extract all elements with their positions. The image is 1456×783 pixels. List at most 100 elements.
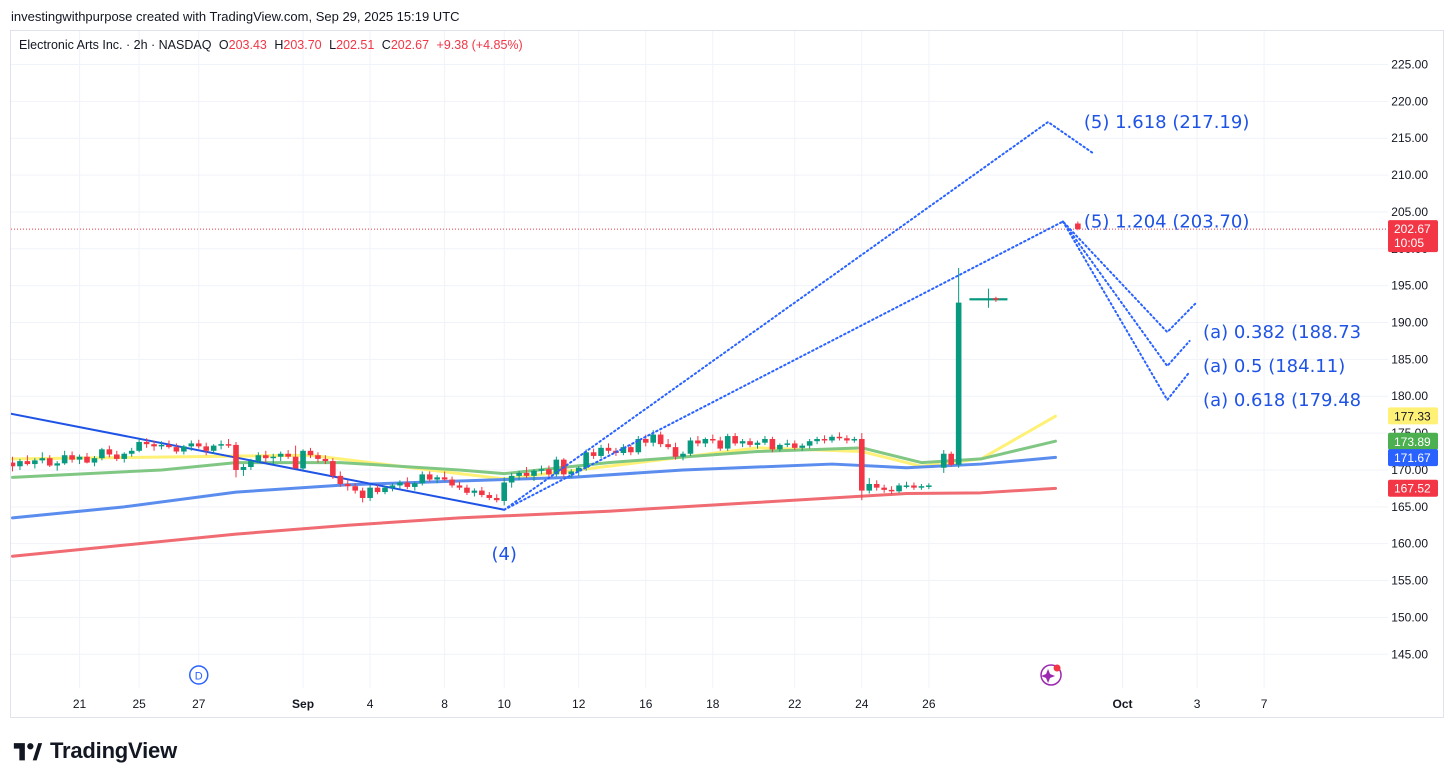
candle-body — [419, 474, 426, 484]
candle-body — [46, 458, 53, 466]
candle-body — [17, 461, 23, 467]
price-scale-badge — [1388, 479, 1438, 497]
symbol-name[interactable]: Electronic Arts Inc. · 2h · NASDAQ — [19, 38, 212, 52]
candle-body — [657, 434, 664, 445]
candle-body — [642, 438, 649, 443]
wave-projection-path — [503, 120, 1094, 511]
x-tick-label: 10 — [498, 697, 512, 711]
low-value: 202.51 — [336, 38, 375, 52]
candle-body — [501, 482, 507, 501]
candle-body — [69, 455, 75, 460]
candle-body — [464, 487, 470, 493]
y-tick-label: 195.00 — [1391, 279, 1428, 293]
x-tick-label: 7 — [1261, 697, 1268, 711]
candle-body — [195, 443, 202, 447]
candle-body — [717, 440, 724, 449]
candle-body — [851, 438, 858, 441]
candle-body — [993, 298, 999, 300]
candle-body — [553, 459, 560, 475]
candle-body — [412, 483, 418, 487]
candle-body — [940, 453, 947, 468]
candle-body — [873, 483, 880, 488]
dividend-badge-letter: D — [195, 671, 203, 683]
x-tick-label: 16 — [639, 697, 653, 711]
y-tick-label: 180.00 — [1391, 389, 1428, 403]
candle-body — [791, 443, 798, 448]
candle-body — [866, 483, 873, 491]
open-label: O — [218, 38, 229, 52]
close-label: C — [381, 38, 391, 52]
candle-body — [695, 440, 701, 444]
wave-annotation-label: (a) 0.5 (184.11) — [1203, 356, 1345, 377]
y-tick-label: 225.00 — [1391, 58, 1428, 72]
candle-body — [397, 482, 403, 486]
candle-body — [106, 449, 113, 455]
candle-body — [270, 456, 277, 459]
price-scale-badge — [1388, 432, 1438, 450]
candle-body — [836, 436, 843, 439]
candle-body — [248, 461, 254, 468]
candle-body — [330, 461, 336, 476]
dividend-badge-icon — [189, 665, 209, 685]
candle-body — [359, 490, 366, 498]
x-tick-label: 21 — [73, 697, 87, 711]
candle-body — [11, 462, 16, 467]
x-tick-label: 3 — [1194, 697, 1201, 711]
candle-body — [188, 443, 195, 447]
candle-body — [702, 438, 709, 444]
candle-body — [806, 441, 813, 446]
x-tick-label: 8 — [441, 697, 448, 711]
candle-body — [218, 444, 224, 446]
candle-body — [844, 438, 850, 441]
candle-body — [255, 455, 262, 462]
y-tick-label: 205.00 — [1391, 205, 1428, 219]
earnings-sparkle-shape — [1041, 669, 1056, 683]
tradingview-logo[interactable]: TradingView — [12, 738, 177, 764]
candle-body — [136, 441, 142, 451]
candle-body — [672, 447, 679, 457]
y-tick-label: 220.00 — [1391, 94, 1428, 108]
candle-body — [479, 490, 485, 496]
change-value: +9.38 (+4.85%) — [436, 38, 523, 52]
candle-body — [61, 455, 68, 464]
candle-body — [590, 452, 597, 456]
candle-body — [173, 447, 180, 452]
candle-body — [292, 456, 299, 469]
candle-body — [762, 438, 768, 443]
candle-body — [449, 479, 455, 486]
high-label: H — [274, 38, 284, 52]
candle-body — [903, 485, 910, 487]
candle-body — [337, 475, 344, 484]
candle-body — [128, 450, 135, 454]
candle-body — [91, 458, 98, 463]
candle-body — [240, 467, 247, 470]
candle-body — [955, 302, 962, 465]
candle-body — [434, 477, 440, 480]
wave-projection-path — [503, 220, 1199, 511]
candle-body — [441, 477, 448, 480]
candle-body — [143, 441, 150, 445]
price-scale-value: 167.52 — [1394, 482, 1431, 496]
candle-body — [881, 487, 887, 490]
candle-body — [665, 444, 671, 448]
candle-body — [948, 453, 954, 465]
price-scale-value: 171.67 — [1394, 451, 1431, 465]
candle-body — [732, 436, 738, 444]
candle-body — [456, 485, 463, 488]
candle-body — [859, 438, 865, 491]
candle-body — [516, 472, 522, 476]
candle-body — [605, 447, 612, 451]
candle-body — [389, 485, 396, 488]
candle-body — [233, 444, 239, 470]
price-scale-countdown: 10:05 — [1394, 236, 1424, 250]
candle-body — [158, 444, 165, 447]
candle-body — [486, 495, 493, 498]
y-tick-label: 155.00 — [1391, 574, 1428, 588]
open-value: 203.43 — [228, 38, 267, 52]
symbol-legend: Electronic Arts Inc. · 2h · NASDAQ O203.… — [19, 38, 523, 52]
x-tick-label: 25 — [132, 697, 146, 711]
candle-body — [911, 485, 917, 488]
candle-body — [784, 443, 791, 445]
candle-body — [203, 446, 209, 451]
